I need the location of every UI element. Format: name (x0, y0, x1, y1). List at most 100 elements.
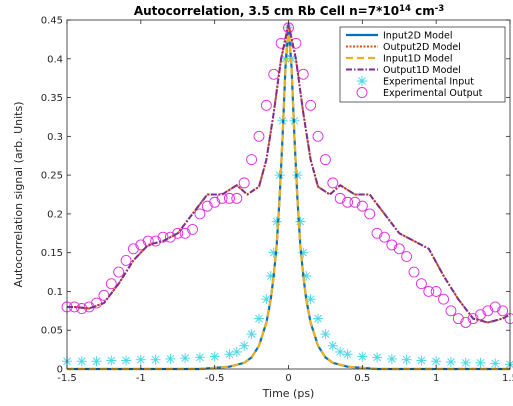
data-point (238, 177, 250, 189)
x-tick-label: -1.5 (57, 373, 77, 384)
data-point (401, 251, 413, 262)
x-tick-label: 1.5 (502, 373, 513, 384)
data-point (489, 301, 501, 313)
data-point (408, 266, 420, 278)
data-point (157, 231, 169, 243)
data-point (253, 313, 264, 324)
data-point (121, 355, 132, 366)
data-point (209, 196, 221, 208)
data-point (150, 354, 161, 365)
legend-item: Input1D Model (346, 53, 453, 64)
x-tick-label: -1 (136, 373, 146, 384)
data-point (349, 196, 361, 208)
data-point (268, 68, 280, 80)
data-point (180, 353, 191, 364)
data-point (223, 192, 235, 204)
data-point (246, 154, 258, 166)
data-point (135, 354, 146, 365)
data-point (357, 351, 368, 362)
x-tick-label: 0 (285, 373, 291, 384)
chart-title: Autocorrelation, 3.5 cm Rb Cell n=7*1014… (134, 4, 444, 18)
y-tick-label: 0 (57, 365, 63, 376)
data-point (438, 293, 449, 305)
data-point (312, 130, 324, 142)
data-point (201, 200, 213, 212)
data-point (194, 352, 205, 363)
data-point (135, 239, 147, 251)
data-point (172, 227, 184, 239)
y-tick-label: 0.4 (47, 54, 63, 65)
data-point (113, 266, 125, 278)
legend-item: Experimental Output (356, 87, 483, 99)
data-point (319, 154, 331, 166)
ticks-layer: -1.5 -1 -0.5 0 0.5 1 1.5 0 0.05 0.1 0.15 0.2 0.25 0.3… (41, 16, 513, 385)
data-point (246, 329, 257, 340)
data-point (445, 357, 456, 368)
data-point (209, 351, 220, 362)
data-point (231, 346, 242, 357)
data-point (467, 313, 479, 325)
y-tick-label: 0.45 (41, 16, 63, 27)
data-point (490, 358, 501, 369)
legend-label: Input1D Model (383, 53, 453, 64)
data-point (261, 294, 272, 305)
data-point (275, 37, 287, 49)
data-point (334, 192, 346, 204)
data-point (342, 196, 354, 208)
x-axis-label: Time (ps) (262, 387, 315, 400)
data-point (430, 285, 442, 297)
y-tick-label: 0.35 (41, 93, 63, 104)
data-point (386, 239, 398, 251)
legend-item: Output1D Model (346, 65, 461, 76)
data-point (239, 340, 250, 351)
legend-marker (357, 76, 367, 86)
data-point (231, 192, 243, 204)
data-point (106, 355, 117, 366)
data-point (320, 329, 331, 340)
data-point (401, 354, 412, 365)
y-axis-label: Autocorrelation signal (arb. Units) (12, 101, 25, 287)
data-point (416, 355, 427, 366)
data-point (164, 231, 176, 243)
data-point (460, 357, 471, 368)
data-point (127, 243, 139, 255)
legend-item: Experimental Input (357, 76, 474, 87)
data-point (445, 305, 457, 317)
data-point (194, 208, 206, 220)
data-point (379, 231, 390, 243)
y-tick-label: 0.15 (41, 248, 63, 259)
data-point (423, 285, 435, 297)
data-point (460, 317, 472, 328)
data-point (165, 353, 176, 364)
data-point (327, 340, 338, 351)
data-point (327, 177, 339, 189)
data-point (393, 243, 405, 255)
data-point (260, 99, 272, 111)
data-point (482, 305, 494, 317)
legend-marker (356, 87, 368, 98)
y-tick-label: 0.05 (41, 326, 63, 337)
data-point (187, 223, 198, 235)
data-point (364, 208, 376, 220)
legend-label: Experimental Input (383, 76, 474, 87)
data-point (105, 278, 117, 290)
data-point (271, 216, 282, 227)
data-point (295, 216, 306, 227)
data-point (342, 349, 353, 360)
data-point (76, 356, 87, 367)
legend-label: Input2D Model (383, 30, 453, 41)
data-point (313, 313, 324, 324)
data-point (431, 356, 442, 367)
data-point (372, 352, 383, 363)
data-point (224, 349, 235, 360)
data-point (497, 305, 509, 317)
legend-item: Input2D Model (346, 30, 453, 41)
data-point (386, 353, 397, 364)
data-point (142, 235, 154, 247)
legend-label: Experimental Output (383, 88, 483, 99)
data-point (305, 294, 316, 305)
data-point (356, 200, 368, 212)
x-tick-label: -0.5 (205, 373, 225, 384)
y-tick-label: 0.25 (41, 171, 63, 182)
